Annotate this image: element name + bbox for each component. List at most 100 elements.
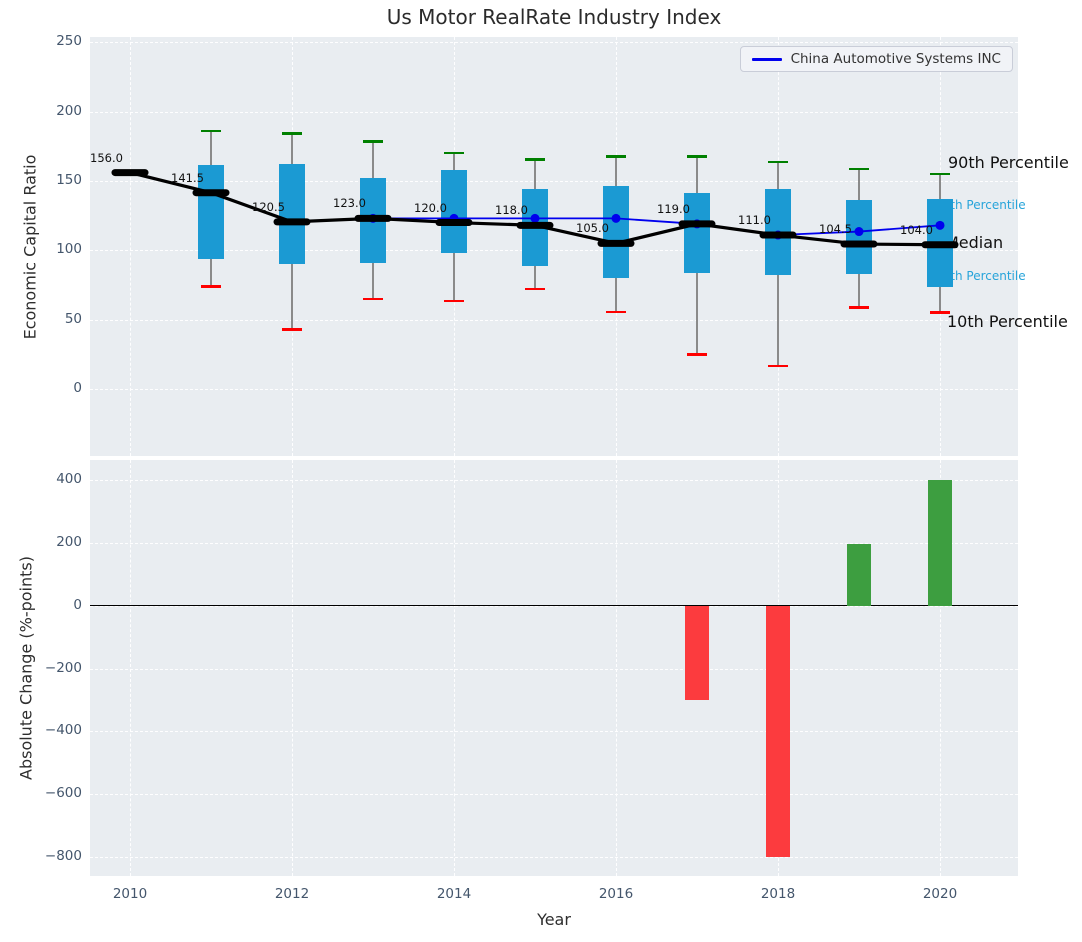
iqr-box <box>684 193 710 273</box>
iqr-box <box>441 170 467 254</box>
median-marker <box>678 220 716 228</box>
top-gridline-y <box>90 389 1018 391</box>
median-marker <box>921 241 959 249</box>
median-value-label: 104.5 <box>819 222 852 237</box>
xtick-label: 2012 <box>274 886 310 902</box>
median-value-label: 120.0 <box>414 200 447 215</box>
iqr-box <box>198 164 224 259</box>
bar-positive-2020 <box>928 479 952 606</box>
median-marker <box>111 169 149 177</box>
median-marker <box>516 221 554 229</box>
annotation-90th-percentile: 90th Percentile <box>948 153 1069 173</box>
annotation-median: Median <box>945 232 1004 252</box>
median-marker <box>192 189 230 197</box>
cap-10th-percentile <box>930 311 950 315</box>
bar-negative-2017 <box>685 605 709 700</box>
cap-90th-percentile <box>687 155 707 158</box>
bottom-gridline-y <box>90 542 1018 544</box>
cap-90th-percentile <box>282 132 302 135</box>
bottom-ytick-label: −800 <box>44 848 82 865</box>
top-gridline-y <box>90 111 1018 113</box>
median-value-label: 119.0 <box>657 201 690 216</box>
top-ytick-label: 0 <box>73 380 82 397</box>
cap-10th-percentile <box>444 299 464 303</box>
zero-line <box>90 604 1018 607</box>
xtick-label: 2020 <box>922 886 958 902</box>
x-axis-label: Year <box>537 910 571 929</box>
cap-90th-percentile <box>363 140 383 143</box>
cap-90th-percentile <box>849 167 869 171</box>
cap-90th-percentile <box>606 155 626 158</box>
xtick-label: 2018 <box>760 886 796 902</box>
xtick-label: 2016 <box>598 886 634 902</box>
bottom-gridline-y <box>90 731 1018 733</box>
company-point <box>854 227 864 237</box>
xtick-label: 2010 <box>112 886 148 902</box>
median-value-label: 120.5 <box>252 199 285 214</box>
bottom-y-axis-label: Absolute Change (%-points) <box>16 556 36 780</box>
median-marker <box>597 239 635 247</box>
company-line <box>373 217 941 236</box>
top-chart-lines <box>111 169 959 249</box>
cap-90th-percentile <box>444 151 464 155</box>
bottom-ytick-label: −200 <box>44 659 82 676</box>
bar-positive-2019 <box>847 544 871 606</box>
top-ytick-label: 150 <box>56 171 82 188</box>
bar-negative-2018 <box>766 605 790 858</box>
top-gridline-y <box>90 180 1018 182</box>
cap-10th-percentile <box>282 328 302 331</box>
median-value-label: 156.0 <box>90 150 123 165</box>
median-value-label: 111.0 <box>738 213 771 228</box>
median-marker <box>759 231 797 239</box>
annotation-75th-percentile: 75th Percentile <box>935 198 1026 213</box>
annotation-10th-percentile: 10th Percentile <box>947 312 1068 332</box>
top-gridline-y <box>90 319 1018 321</box>
cap-10th-percentile <box>849 305 869 309</box>
top-plot-area: China Automotive Systems INC 90th Percen… <box>90 37 1069 456</box>
median-value-label: 123.0 <box>333 196 366 211</box>
cap-10th-percentile <box>687 353 707 356</box>
cap-90th-percentile <box>201 129 221 133</box>
iqr-box <box>846 200 872 274</box>
median-value-label: 104.0 <box>900 222 933 237</box>
bottom-plot-area <box>90 460 1018 876</box>
top-ytick-label: 250 <box>56 33 82 50</box>
cap-90th-percentile <box>930 172 950 176</box>
median-marker <box>435 219 473 227</box>
cap-90th-percentile <box>525 158 545 161</box>
bottom-ytick-label: 200 <box>56 533 82 550</box>
bottom-ytick-label: 400 <box>56 470 82 487</box>
median-value-label: 105.0 <box>576 221 609 236</box>
bottom-gridline-y <box>90 857 1018 859</box>
bottom-gridline-x <box>292 460 293 876</box>
cap-10th-percentile <box>201 285 221 288</box>
cap-10th-percentile <box>525 287 545 291</box>
cap-10th-percentile <box>768 364 788 368</box>
chart-title: Us Motor RealRate Industry Index <box>386 5 722 29</box>
top-ytick-label: 200 <box>56 102 82 119</box>
bottom-gridline-x <box>130 460 131 876</box>
bottom-ytick-label: −600 <box>44 785 82 802</box>
median-marker <box>273 218 311 226</box>
bottom-gridline-y <box>90 794 1018 796</box>
bottom-gridline-y <box>90 479 1018 481</box>
top-ytick-label: 50 <box>64 310 82 327</box>
cap-10th-percentile <box>606 310 626 314</box>
top-gridline-y <box>90 42 1018 44</box>
legend: China Automotive Systems INC <box>739 46 1013 72</box>
cap-90th-percentile <box>768 160 788 164</box>
company-point <box>611 213 621 223</box>
legend-line-sample <box>751 57 782 61</box>
annotation-25th-percentile: 25th Percentile <box>935 268 1026 283</box>
bottom-gridline-x <box>454 460 455 876</box>
median-marker <box>354 214 392 222</box>
top-ytick-label: 100 <box>56 241 82 258</box>
top-gridline-y <box>90 250 1018 252</box>
iqr-box <box>603 186 629 279</box>
median-value-label: 141.5 <box>171 170 204 185</box>
median-marker <box>840 240 878 248</box>
bottom-gridline-y <box>90 668 1018 670</box>
bottom-ytick-label: 0 <box>73 596 82 613</box>
cap-10th-percentile <box>363 297 383 301</box>
